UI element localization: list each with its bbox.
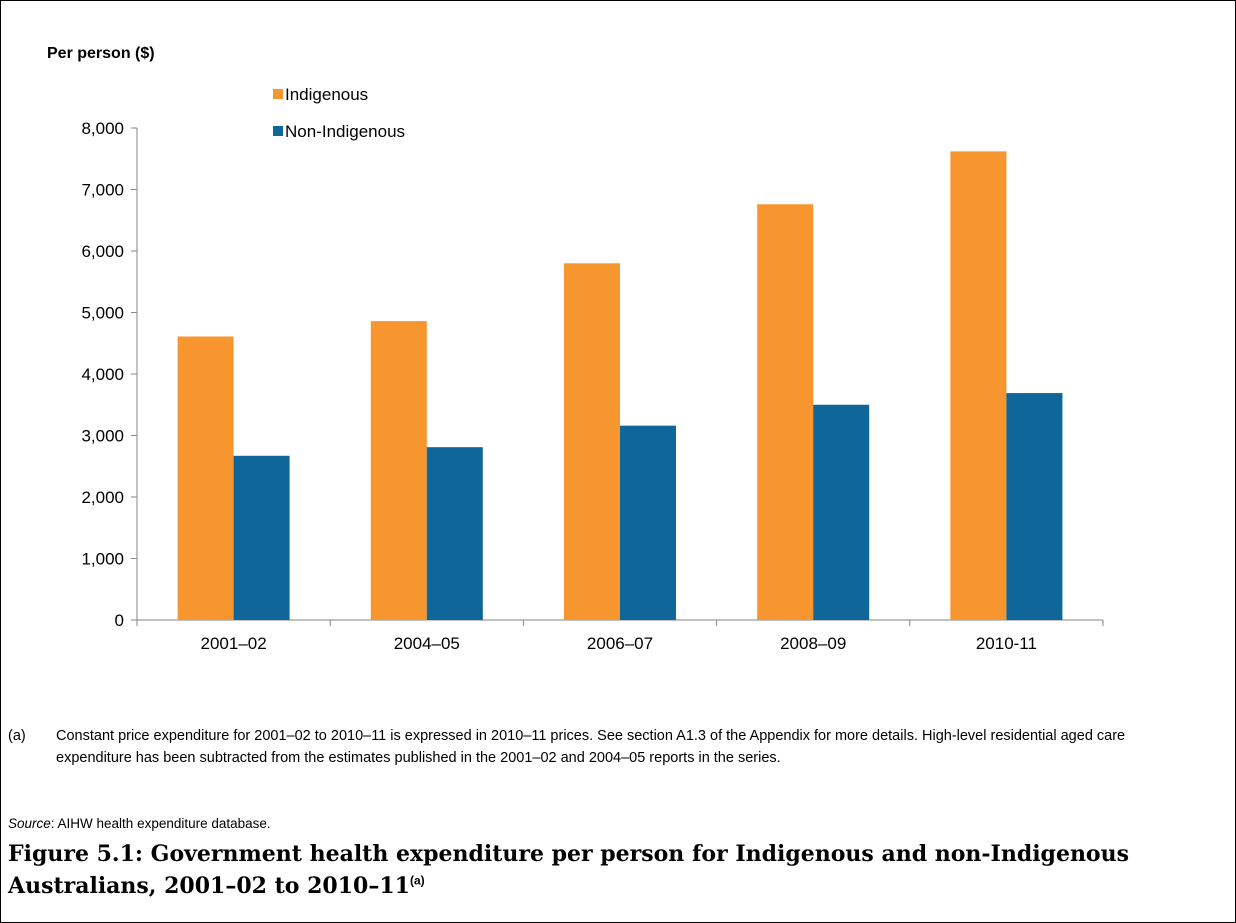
- source-label: Source: [8, 816, 51, 831]
- y-tick-label: 8,000: [81, 119, 124, 138]
- x-axis: 2001–02 2004–05 2006–07 2008–09 2010-11: [136, 619, 1104, 653]
- x-tick-label: 2010-11: [976, 634, 1037, 653]
- x-tick-label: 2001–02: [201, 634, 267, 653]
- bar-indigenous: [177, 336, 234, 620]
- bar-non-indigenous: [620, 425, 676, 620]
- y-axis: 0 1,000 2,000 3,000 4,000 5,000 6,000 7,000 8,00…: [81, 119, 138, 630]
- legend-label: Indigenous: [285, 85, 368, 104]
- y-tick-label: 3,000: [81, 427, 124, 446]
- bar-chart: Per person ($) IndigenousNon-Indigenous …: [47, 45, 1104, 653]
- bar-non-indigenous: [813, 404, 870, 620]
- x-tick-label: 2006–07: [587, 634, 653, 653]
- x-tick-label: 2004–05: [394, 634, 460, 653]
- y-tick-label: 4,000: [81, 365, 124, 384]
- bar-non-indigenous: [426, 447, 483, 620]
- legend: Indigenous Non-Indigenous: [273, 85, 405, 141]
- bar-indigenous: [564, 263, 620, 620]
- figure-caption: Figure 5.1: Government health expenditur…: [8, 838, 1188, 902]
- footnote-text: Constant price expenditure for 2001–02 t…: [56, 728, 1126, 766]
- y-tick-label: 7,000: [81, 181, 124, 200]
- bar-indigenous: [757, 204, 814, 620]
- bar-indigenous: [370, 321, 427, 620]
- bar-non-indigenous: [233, 455, 290, 620]
- legend-swatch: [273, 126, 283, 136]
- caption-superscript: (a): [409, 873, 425, 888]
- y-tick-label: 0: [115, 611, 124, 630]
- source-text: : AIHW health expenditure database.: [50, 816, 271, 831]
- y-tick-label: 1,000: [81, 550, 124, 569]
- source-line: Source: AIHW health expenditure database…: [8, 816, 271, 831]
- bars: [177, 151, 1063, 620]
- y-axis-label: Per person ($): [47, 45, 155, 62]
- y-tick-label: 2,000: [81, 488, 124, 507]
- x-tick-label: 2008–09: [780, 634, 846, 653]
- caption-text: Figure 5.1: Government health expenditur…: [8, 841, 1129, 899]
- legend-swatch: [273, 89, 283, 99]
- footnote-mark: (a): [8, 728, 26, 744]
- y-tick-label: 5,000: [81, 304, 124, 323]
- bar-indigenous: [950, 151, 1007, 620]
- bar-non-indigenous: [1006, 393, 1063, 620]
- legend-label: Non-Indigenous: [285, 122, 405, 141]
- y-tick-label: 6,000: [81, 242, 124, 261]
